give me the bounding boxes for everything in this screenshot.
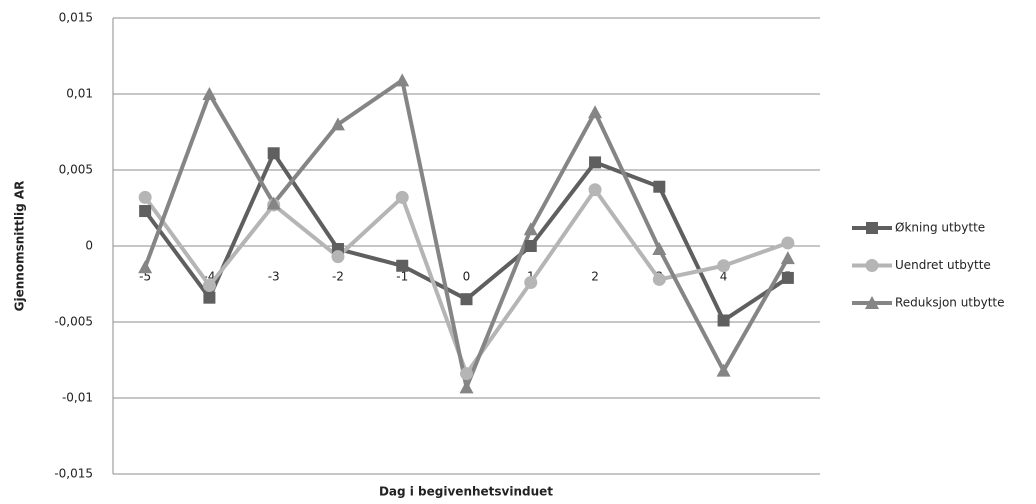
data-point bbox=[588, 183, 602, 197]
y-axis-title: Gjennomsnittlig AR bbox=[13, 181, 27, 312]
y-tick-label: -0,015 bbox=[54, 467, 93, 481]
data-point bbox=[524, 275, 538, 289]
x-tick-label: 0 bbox=[463, 270, 471, 284]
data-point bbox=[717, 314, 730, 327]
x-tick-label: -2 bbox=[332, 270, 344, 284]
x-tick-label: 4 bbox=[720, 270, 728, 284]
data-point bbox=[202, 279, 216, 293]
data-point bbox=[653, 180, 666, 193]
data-point bbox=[716, 363, 731, 377]
x-axis-title: Dag i begivenhetsvinduet bbox=[379, 485, 553, 499]
data-point bbox=[330, 117, 345, 131]
y-tick-label: 0,01 bbox=[66, 87, 93, 101]
legend-marker bbox=[865, 259, 879, 272]
y-tick-label: -0,01 bbox=[62, 391, 93, 405]
x-tick-label: -4 bbox=[203, 270, 215, 284]
data-point bbox=[781, 236, 795, 250]
data-point bbox=[524, 240, 537, 252]
data-point bbox=[460, 293, 473, 306]
data-point bbox=[138, 260, 153, 274]
legend-label: Økning utbytte bbox=[895, 221, 985, 235]
series-line bbox=[143, 78, 790, 390]
y-tick-label: 0,015 bbox=[59, 11, 93, 25]
legend-label: Reduksjon utbytte bbox=[895, 296, 1005, 310]
data-point bbox=[588, 105, 603, 119]
x-tick-label: 2 bbox=[591, 270, 599, 284]
data-point bbox=[781, 271, 794, 284]
y-tick-label: 0,005 bbox=[59, 163, 93, 177]
data-point bbox=[331, 250, 345, 264]
y-tick-label: 0 bbox=[85, 239, 93, 253]
data-point bbox=[203, 291, 216, 304]
data-point bbox=[780, 251, 795, 265]
data-point bbox=[460, 367, 473, 381]
legend-marker bbox=[866, 222, 878, 234]
data-point bbox=[396, 259, 409, 272]
data-point bbox=[589, 156, 602, 169]
data-point bbox=[523, 222, 538, 236]
data-point bbox=[717, 259, 731, 273]
data-point bbox=[267, 147, 280, 160]
data-point bbox=[266, 196, 281, 210]
data-point bbox=[139, 205, 152, 218]
data-point bbox=[395, 190, 409, 204]
data-point bbox=[652, 242, 667, 256]
x-tick-label: -3 bbox=[268, 270, 280, 284]
legend-marker bbox=[865, 296, 879, 309]
data-point bbox=[138, 190, 152, 204]
x-tick-label: -1 bbox=[396, 270, 408, 284]
data-point bbox=[459, 380, 474, 394]
data-point bbox=[652, 272, 666, 286]
y-tick-label: -0,005 bbox=[54, 315, 93, 329]
data-point bbox=[202, 87, 217, 100]
data-point bbox=[395, 73, 410, 87]
legend-label: Uendret utbytte bbox=[895, 258, 991, 272]
x-tick-label: -5 bbox=[139, 270, 151, 284]
